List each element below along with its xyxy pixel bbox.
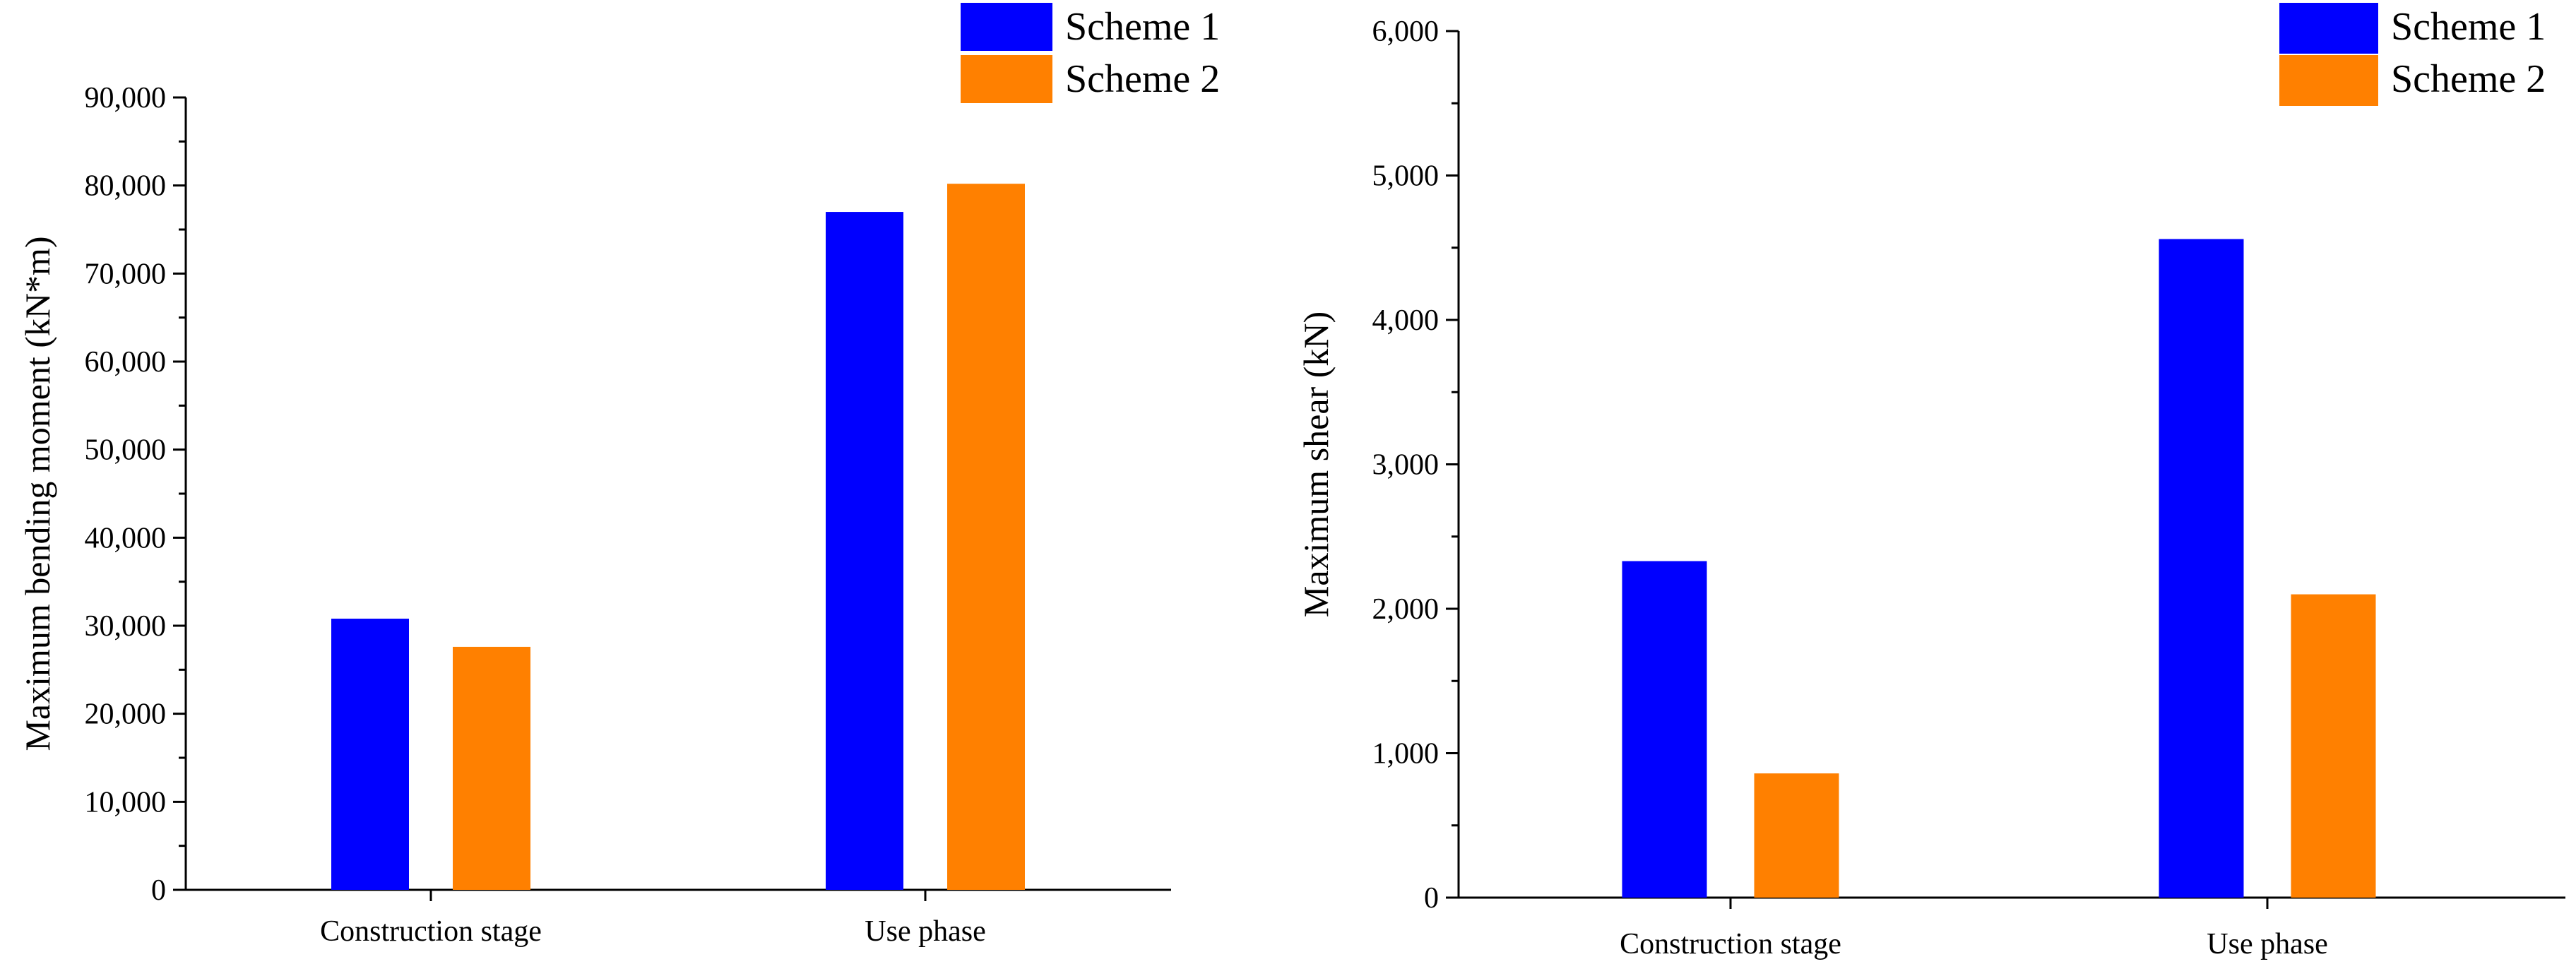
bar-scheme-2-2 xyxy=(947,184,1025,890)
legend-swatch xyxy=(961,3,1052,51)
y-axis-label: Maximum shear (kN) xyxy=(1296,311,1336,617)
legend-label: Scheme 2 xyxy=(1065,57,1220,101)
y-tick-label: 4,000 xyxy=(1372,304,1440,337)
y-tick-label: 0 xyxy=(151,874,166,907)
x-tick-label: Construction stage xyxy=(320,915,542,948)
y-tick-label: 80,000 xyxy=(85,170,167,203)
bar-scheme-2-1 xyxy=(1754,773,1839,898)
y-tick-label: 3,000 xyxy=(1372,449,1440,482)
bar-scheme-1-1 xyxy=(1622,561,1707,898)
legend-swatch xyxy=(2279,3,2378,54)
legend-swatch xyxy=(961,55,1052,103)
x-tick-label: Use phase xyxy=(865,915,985,948)
bar-scheme-1-2 xyxy=(2159,239,2244,898)
y-tick-label: 20,000 xyxy=(85,698,167,731)
y-tick-label: 60,000 xyxy=(85,346,167,379)
y-axis-label: Maximum bending moment (kN*m) xyxy=(18,236,57,751)
legend-swatch xyxy=(2279,55,2378,106)
y-tick-label: 30,000 xyxy=(85,610,167,643)
bar-scheme-2-1 xyxy=(453,646,530,890)
chart-panel-2: 0 1,000 2,000 3,000 4,000 5,000 6,000 Maximum s… xyxy=(1296,3,2565,960)
bar-scheme-1-1 xyxy=(331,619,409,890)
legend-label: Scheme 1 xyxy=(1065,5,1220,49)
chart-panel-1: 0 10,000 20,000 30,000 40,000 50,000 60,000 70,… xyxy=(18,3,1220,948)
legend-label: Scheme 1 xyxy=(2391,5,2546,49)
y-tick-label: 5,000 xyxy=(1372,160,1440,193)
y-tick-label: 70,000 xyxy=(85,258,167,290)
x-tick-label: Construction stage xyxy=(1620,928,1841,960)
legend-label: Scheme 2 xyxy=(2391,57,2546,101)
y-tick-label: 0 xyxy=(1424,882,1439,915)
y-tick-label: 50,000 xyxy=(85,434,167,467)
y-tick-label: 1,000 xyxy=(1372,738,1440,770)
bar-scheme-1-2 xyxy=(826,212,903,891)
y-tick-label: 90,000 xyxy=(85,82,167,114)
bar-scheme-2-2 xyxy=(2291,594,2376,898)
y-tick-label: 2,000 xyxy=(1372,593,1440,626)
y-tick-label: 40,000 xyxy=(85,522,167,554)
x-tick-label: Use phase xyxy=(2207,928,2327,960)
y-tick-label: 10,000 xyxy=(85,786,167,819)
y-tick-label: 6,000 xyxy=(1372,16,1440,48)
